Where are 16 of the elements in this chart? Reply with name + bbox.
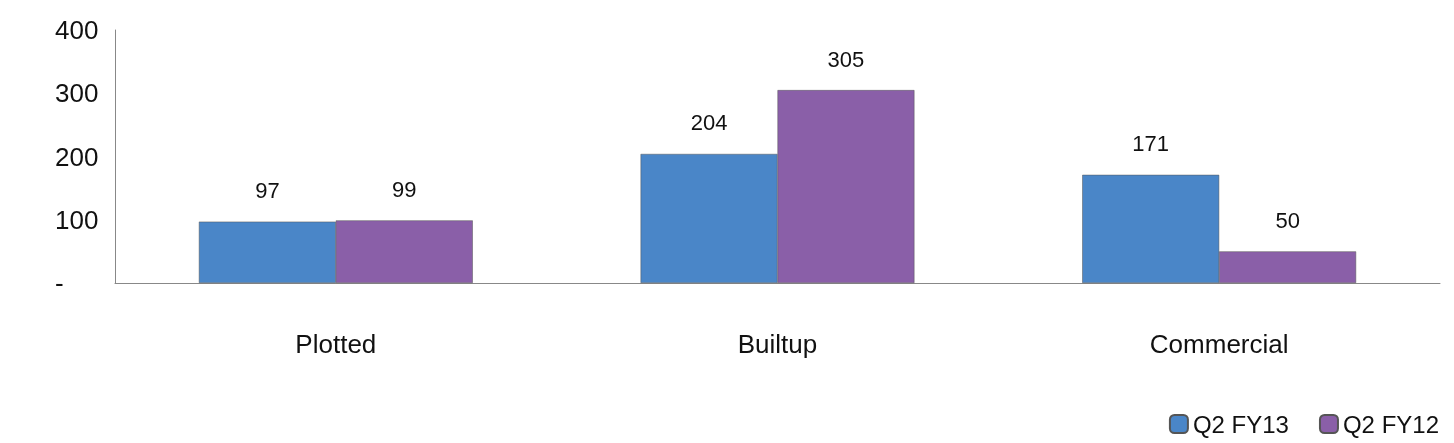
x-tick-label: Builtup [737,329,818,359]
data-label: 50 [1275,207,1300,233]
data-label: 305 [827,46,865,72]
y-tick-label: - [55,268,64,298]
data-label: 99 [392,176,417,202]
data-label: 97 [255,178,280,204]
data-label: 204 [690,110,728,136]
data-label: 171 [1132,131,1170,157]
y-tick-label: 400 [55,15,99,45]
legend-label: Q2 FY12 [1342,410,1439,438]
y-tick-label: 300 [55,78,99,109]
y-tick-label: 200 [55,141,99,172]
x-tick-label: Commercial [1149,329,1289,359]
x-tick-label: Plotted [295,329,377,359]
y-tick-label: 100 [55,204,99,235]
legend-label: Q2 FY13 [1192,410,1289,438]
